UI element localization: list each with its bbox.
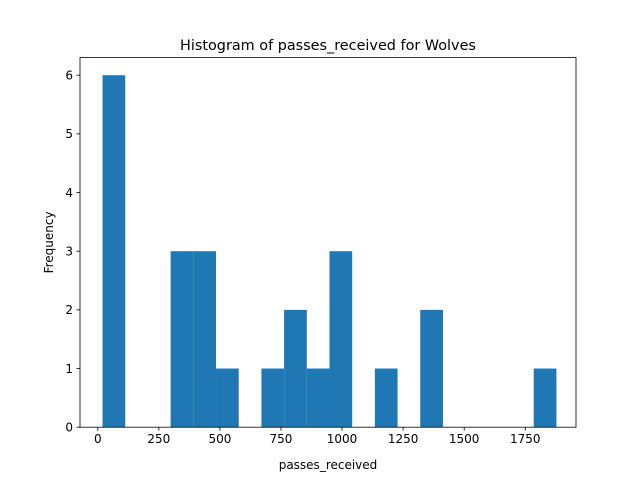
histogram-bar [329, 251, 353, 428]
histogram-bar [193, 251, 217, 428]
y-tick-label: 5 [65, 127, 73, 141]
y-tick-label: 1 [65, 362, 73, 376]
histogram-bar [374, 368, 398, 428]
x-tick-label: 1750 [510, 432, 541, 446]
y-tick-label: 0 [65, 421, 73, 435]
y-ticks-group: 0 1 2 3 4 5 6 [65, 69, 80, 435]
histogram-bar [306, 368, 330, 428]
x-tick-label: 1250 [388, 432, 419, 446]
y-tick-label: 3 [65, 245, 73, 259]
x-tick-label: 1500 [449, 432, 480, 446]
histogram-bar [284, 309, 307, 428]
y-tick-label: 6 [65, 69, 73, 83]
y-axis-label: Frequency [42, 211, 56, 273]
chart-title: Histogram of passes_received for Wolves [180, 38, 476, 54]
y-tick-label: 2 [65, 303, 73, 317]
x-tick-label: 0 [94, 432, 102, 446]
x-tick-label: 750 [270, 432, 293, 446]
x-tick-label: 250 [147, 432, 170, 446]
histogram-bar [261, 368, 285, 428]
x-axis-label: passes_received [279, 458, 378, 472]
x-tick-label: 500 [208, 432, 231, 446]
plot-frame [79, 57, 577, 428]
histogram-bar [420, 309, 443, 428]
bars-group [102, 75, 557, 428]
histogram-bar [170, 251, 194, 428]
histogram-bar [102, 75, 126, 428]
histogram-bar [533, 368, 557, 428]
y-tick-label: 4 [65, 186, 73, 200]
x-tick-label: 1000 [327, 432, 358, 446]
histogram-bar [216, 368, 239, 428]
x-ticks-group: 0 250 500 750 1000 1250 1500 1750 [94, 427, 541, 446]
